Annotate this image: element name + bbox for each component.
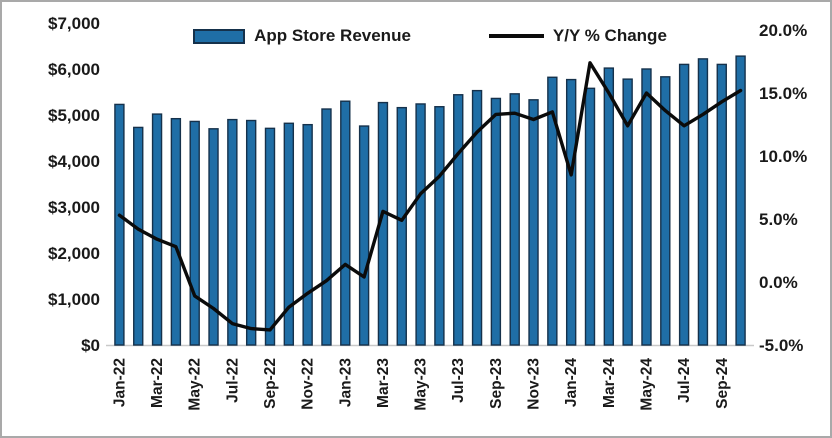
x-axis-tick-label: Mar-24	[601, 358, 618, 408]
revenue-bar	[245, 119, 257, 346]
revenue-bar	[603, 67, 615, 346]
revenue-bar	[490, 97, 502, 346]
revenue-bar	[302, 123, 313, 346]
revenue-bar	[509, 93, 520, 346]
x-axis-tick-label: May-22	[187, 358, 204, 411]
x-axis-tick-label: Nov-23	[526, 358, 543, 410]
revenue-bar	[189, 120, 200, 346]
revenue-bar	[453, 94, 464, 346]
x-axis-tick-label: Jan-23	[337, 358, 354, 407]
revenue-bar	[735, 55, 746, 346]
revenue-bar	[264, 127, 276, 346]
x-axis-tick-label: Nov-22	[300, 358, 317, 410]
revenue-bar	[283, 122, 295, 346]
y-left-tick-label: $0	[81, 336, 100, 355]
y-right-tick-label: -5.0%	[759, 336, 803, 355]
revenue-bar	[114, 103, 125, 346]
x-axis-tick-label: Mar-22	[149, 358, 166, 408]
revenue-bar	[584, 87, 596, 346]
revenue-bar	[151, 113, 163, 346]
revenue-bar	[547, 76, 558, 346]
revenue-bar	[678, 63, 690, 346]
revenue-bar	[170, 117, 182, 346]
revenue-bar	[697, 58, 709, 346]
y-left-tick-label: $3,000	[48, 198, 100, 217]
revenue-bar	[471, 89, 483, 346]
legend-item-revenue: App Store Revenue	[193, 26, 411, 46]
y-left-tick-label: $5,000	[48, 106, 100, 125]
y-right-tick-label: 5.0%	[759, 210, 798, 229]
revenue-bar	[415, 103, 426, 346]
line-swatch-icon	[488, 34, 544, 38]
x-axis-tick-label: May-23	[413, 358, 430, 411]
x-axis-tick-label: Sep-22	[262, 358, 279, 409]
revenue-bar	[660, 76, 671, 346]
legend-label-yoy: Y/Y % Change	[552, 26, 667, 45]
x-axis-tick-label: May-24	[638, 358, 655, 411]
x-axis-tick-label: Jan-24	[563, 358, 580, 407]
y-left-tick-label: $4,000	[48, 152, 100, 171]
legend-label-revenue: App Store Revenue	[254, 26, 411, 45]
x-axis-tick-label: Sep-24	[714, 358, 731, 409]
revenue-bar	[565, 78, 577, 346]
revenue-bar	[208, 128, 219, 346]
revenue-bar	[641, 68, 652, 346]
x-axis-tick-label: Jan-22	[111, 358, 128, 407]
x-axis-tick-label: Sep-23	[488, 358, 505, 409]
y-right-tick-label: 0.0%	[759, 273, 798, 292]
yoy-change-line	[117, 61, 743, 332]
revenue-bar	[622, 78, 633, 346]
chart-legend: App Store Revenue Y/Y % Change	[110, 26, 750, 46]
revenue-bar	[358, 125, 370, 346]
y-left-tick-label: $6,000	[48, 60, 100, 79]
revenue-bar	[528, 99, 539, 346]
y-right-tick-label: 20.0%	[759, 21, 807, 40]
y-left-tick-label: $2,000	[48, 244, 100, 263]
legend-item-yoy: Y/Y % Change	[488, 26, 667, 46]
revenue-bar	[133, 126, 144, 346]
x-axis-tick-label: Mar-23	[375, 358, 392, 408]
revenue-bar	[340, 100, 351, 346]
x-axis-tick-label: Jul-22	[224, 358, 241, 403]
revenue-bar	[434, 106, 445, 346]
revenue-bar	[227, 118, 238, 346]
revenue-bar	[321, 108, 332, 346]
y-right-tick-label: 10.0%	[759, 147, 807, 166]
y-left-tick-label: $1,000	[48, 290, 100, 309]
revenue-bar	[396, 106, 407, 346]
bar-swatch-icon	[193, 28, 246, 44]
x-axis-tick-label: Jul-24	[676, 358, 693, 403]
x-axis-tick-label: Jul-23	[450, 358, 467, 403]
y-right-tick-label: 15.0%	[759, 84, 807, 103]
y-left-tick-label: $7,000	[48, 14, 100, 33]
revenue-bar	[716, 63, 727, 346]
